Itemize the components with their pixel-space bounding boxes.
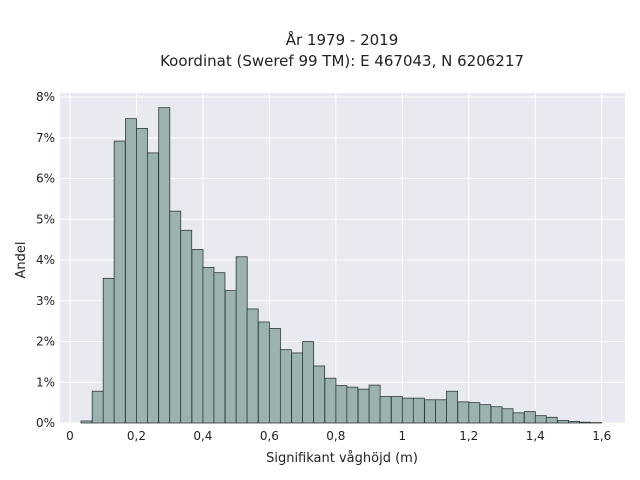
y-axis-ticks: 0% 1% 2% 3% 4% 5% 6% 7% 8%: [36, 90, 55, 430]
histogram-bar: [213, 272, 226, 424]
y-tick-label: 7%: [36, 131, 55, 145]
histogram-bar: [523, 411, 536, 424]
x-tick-label: 1,2: [459, 429, 478, 443]
histogram-bar: [357, 388, 370, 424]
histogram-bar: [91, 390, 104, 424]
y-tick-label: 5%: [36, 212, 55, 226]
histogram-bars: [80, 107, 603, 424]
histogram-bar: [512, 412, 525, 424]
y-tick-label: 0%: [36, 416, 55, 430]
histogram-bar: [390, 396, 403, 424]
y-tick-label: 3%: [36, 294, 55, 308]
histogram-bar: [147, 152, 159, 424]
histogram-bar: [401, 397, 414, 424]
histogram-bar: [313, 365, 326, 424]
histogram-bar: [446, 390, 458, 424]
histogram-bar: [368, 384, 381, 424]
x-tick-label: 1,4: [526, 429, 545, 443]
histogram-bar: [479, 404, 492, 424]
y-tick-label: 4%: [36, 253, 55, 267]
x-tick-label: 0,6: [260, 429, 279, 443]
x-tick-label: 0,4: [193, 429, 212, 443]
histogram-bar: [268, 328, 281, 424]
histogram-bar: [102, 277, 115, 424]
histogram-bar: [136, 128, 148, 424]
histogram-bar: [457, 401, 470, 424]
histogram-bar: [435, 399, 448, 424]
x-tick-label: 0,8: [326, 429, 345, 443]
histogram-bar: [579, 421, 591, 424]
histogram-bar: [557, 420, 569, 424]
y-tick-label: 1%: [36, 375, 55, 389]
histogram-bar: [80, 420, 93, 424]
x-axis-label: Signifikant våghöjd (m): [266, 451, 418, 466]
histogram-bar: [125, 118, 137, 424]
histogram-bar: [568, 420, 580, 424]
histogram-bar: [468, 402, 481, 424]
x-tick-label: 0: [66, 429, 74, 443]
histogram-bar: [258, 321, 270, 424]
y-axis-label: Andel: [14, 242, 29, 279]
x-tick-label: 0,2: [127, 429, 146, 443]
histogram-bar: [224, 290, 237, 424]
histogram-bar: [534, 415, 547, 424]
histogram-bar: [501, 408, 514, 424]
histogram-bar: [490, 406, 503, 424]
x-axis-ticks: 0 0,2 0,4 0,6 0,8 1 1,2 1,4 1,6: [66, 429, 611, 443]
histogram-bar: [158, 107, 171, 424]
histogram-bar: [324, 377, 337, 424]
histogram-bar: [202, 266, 215, 424]
histogram-bar: [335, 385, 348, 424]
histogram-bar: [545, 416, 558, 424]
histogram-bar: [291, 352, 304, 424]
histogram-bar: [302, 341, 315, 424]
histogram-bar: [235, 256, 248, 424]
y-tick-label: 2%: [36, 335, 55, 349]
histogram-bar: [424, 399, 437, 424]
x-tick-label: 1: [399, 429, 407, 443]
chart-title-line1: År 1979 - 2019: [286, 30, 399, 49]
y-tick-label: 6%: [36, 172, 55, 186]
y-tick-label: 8%: [36, 90, 55, 104]
histogram-bar: [180, 229, 193, 424]
histogram-bar: [346, 386, 359, 424]
histogram-bar: [279, 349, 292, 424]
histogram-bar: [113, 140, 126, 424]
histogram-bar: [246, 308, 259, 424]
histogram-bar: [412, 397, 425, 424]
histogram-bar: [379, 396, 392, 424]
chart-title-line2: Koordinat (Sweref 99 TM): E 467043, N 62…: [160, 52, 524, 70]
x-tick-label: 1,6: [592, 429, 611, 443]
histogram-bar: [169, 210, 182, 424]
histogram-bar: [191, 249, 204, 424]
